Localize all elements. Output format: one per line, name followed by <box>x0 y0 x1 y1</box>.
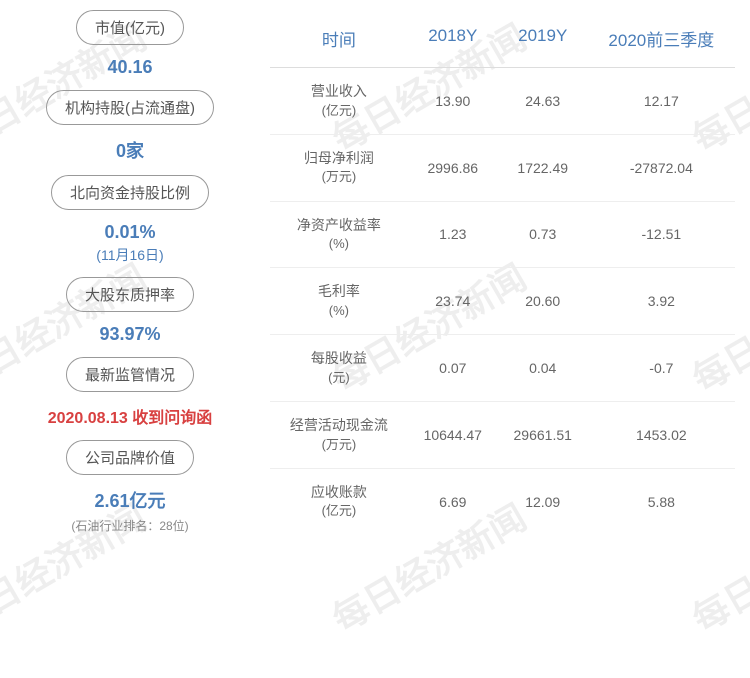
cell-value: 10644.47 <box>408 401 498 468</box>
row-label: 净资产收益率 (%) <box>270 201 408 268</box>
brand-value-label: 公司品牌价值 <box>66 440 194 475</box>
regulation-value: 2020.08.13 收到问询函 <box>48 404 213 428</box>
cell-value: 29661.51 <box>498 401 588 468</box>
table-row: 每股收益 (元) 0.07 0.04 -0.7 <box>270 335 735 402</box>
cell-value: -12.51 <box>588 201 735 268</box>
northbound-holding-card: 北向资金持股比例 0.01% (11月16日) <box>25 175 235 265</box>
cell-value: 1.23 <box>408 201 498 268</box>
header-2020: 2020前三季度 <box>588 10 735 68</box>
row-label-main: 每股收益 <box>278 349 400 369</box>
brand-value-card: 公司品牌价值 2.61亿元 (石油行业排名：28位) <box>25 440 235 534</box>
row-label: 营业收入 (亿元) <box>270 68 408 135</box>
cell-value: 23.74 <box>408 268 498 335</box>
northbound-holding-value: 0.01% <box>104 222 155 243</box>
row-label-main: 毛利率 <box>278 282 400 302</box>
cell-value: 3.92 <box>588 268 735 335</box>
row-label-unit: (亿元) <box>278 102 400 120</box>
pledge-rate-card: 大股东质押率 93.97% <box>25 277 235 345</box>
row-label: 归母净利润 (万元) <box>270 134 408 201</box>
institution-holding-label: 机构持股(占流通盘) <box>46 90 214 125</box>
northbound-holding-date: (11月16日) <box>96 245 163 265</box>
row-label-main: 归母净利润 <box>278 149 400 169</box>
table-header-row: 时间 2018Y 2019Y 2020前三季度 <box>270 10 735 68</box>
row-label-unit: (亿元) <box>278 502 400 520</box>
regulation-label: 最新监管情况 <box>66 357 194 392</box>
market-cap-label: 市值(亿元) <box>76 10 184 45</box>
cell-value: -27872.04 <box>588 134 735 201</box>
row-label: 经营活动现金流 (万元) <box>270 401 408 468</box>
brand-value-value: 2.61亿元 <box>94 487 165 513</box>
cell-value: 2996.86 <box>408 134 498 201</box>
cell-value: 6.69 <box>408 468 498 534</box>
row-label-unit: (%) <box>278 302 400 320</box>
left-info-panel: 市值(亿元) 40.16 机构持股(占流通盘) 0家 北向资金持股比例 0.01… <box>0 0 260 678</box>
row-label-main: 经营活动现金流 <box>278 416 400 436</box>
cell-value: 0.04 <box>498 335 588 402</box>
northbound-holding-label: 北向资金持股比例 <box>51 175 209 210</box>
pledge-rate-label: 大股东质押率 <box>66 277 194 312</box>
row-label: 应收账款 (亿元) <box>270 468 408 534</box>
table-row: 毛利率 (%) 23.74 20.60 3.92 <box>270 268 735 335</box>
row-label: 毛利率 (%) <box>270 268 408 335</box>
table-row: 归母净利润 (万元) 2996.86 1722.49 -27872.04 <box>270 134 735 201</box>
cell-value: 5.88 <box>588 468 735 534</box>
cell-value: 1453.02 <box>588 401 735 468</box>
header-2018: 2018Y <box>408 10 498 68</box>
pledge-rate-value: 93.97% <box>99 324 160 345</box>
table-row: 应收账款 (亿元) 6.69 12.09 5.88 <box>270 468 735 534</box>
row-label-unit: (万元) <box>278 168 400 186</box>
cell-value: 13.90 <box>408 68 498 135</box>
main-container: 市值(亿元) 40.16 机构持股(占流通盘) 0家 北向资金持股比例 0.01… <box>0 0 750 678</box>
cell-value: 24.63 <box>498 68 588 135</box>
row-label-unit: (元) <box>278 369 400 387</box>
row-label-main: 净资产收益率 <box>278 216 400 236</box>
brand-value-note: (石油行业排名：28位) <box>71 517 188 534</box>
institution-holding-value: 0家 <box>116 137 144 163</box>
table-row: 经营活动现金流 (万元) 10644.47 29661.51 1453.02 <box>270 401 735 468</box>
row-label-unit: (万元) <box>278 436 400 454</box>
row-label-main: 营业收入 <box>278 82 400 102</box>
market-cap-card: 市值(亿元) 40.16 <box>25 10 235 78</box>
row-label-main: 应收账款 <box>278 483 400 503</box>
right-table-panel: 时间 2018Y 2019Y 2020前三季度 营业收入 (亿元) 13.90 … <box>260 0 750 678</box>
financial-data-table: 时间 2018Y 2019Y 2020前三季度 营业收入 (亿元) 13.90 … <box>270 10 735 534</box>
header-2019: 2019Y <box>498 10 588 68</box>
institution-holding-card: 机构持股(占流通盘) 0家 <box>25 90 235 163</box>
row-label: 每股收益 (元) <box>270 335 408 402</box>
cell-value: 0.07 <box>408 335 498 402</box>
cell-value: 20.60 <box>498 268 588 335</box>
table-row: 净资产收益率 (%) 1.23 0.73 -12.51 <box>270 201 735 268</box>
cell-value: 1722.49 <box>498 134 588 201</box>
cell-value: 0.73 <box>498 201 588 268</box>
regulation-card: 最新监管情况 2020.08.13 收到问询函 <box>25 357 235 428</box>
row-label-unit: (%) <box>278 235 400 253</box>
cell-value: 12.09 <box>498 468 588 534</box>
cell-value: -0.7 <box>588 335 735 402</box>
market-cap-value: 40.16 <box>107 57 152 78</box>
header-time: 时间 <box>270 10 408 68</box>
cell-value: 12.17 <box>588 68 735 135</box>
table-row: 营业收入 (亿元) 13.90 24.63 12.17 <box>270 68 735 135</box>
table-body: 营业收入 (亿元) 13.90 24.63 12.17 归母净利润 (万元) 2… <box>270 68 735 535</box>
